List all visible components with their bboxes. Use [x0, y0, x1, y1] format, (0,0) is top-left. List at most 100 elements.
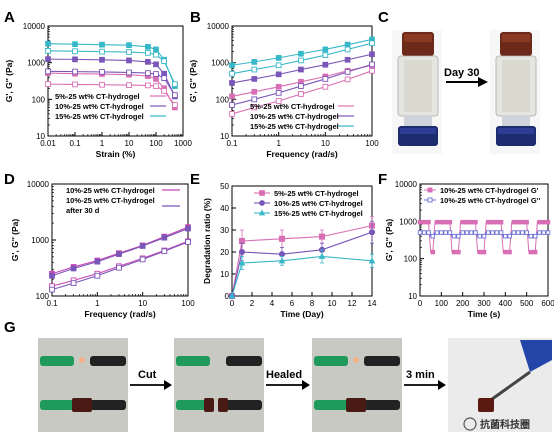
y-tick-label: 10 — [408, 292, 417, 301]
circuit-photo-3 — [312, 338, 402, 432]
chart-b-frequency-sweep: 0.1 1 10 100 10 100 1000 10000 Frequency (rad/s)… — [188, 22, 379, 159]
y-tick-label: 100 — [216, 95, 230, 104]
data-point — [139, 243, 146, 249]
x-axis-label: Frequency (rad/s) — [266, 149, 337, 159]
x-tick-label: 10 — [321, 139, 330, 148]
data-point — [507, 249, 512, 255]
data-point — [322, 52, 329, 59]
x-tick-label: 1 — [100, 139, 105, 148]
x-tick-label: 2 — [250, 299, 255, 308]
x-tick-label: 100 — [181, 299, 195, 308]
data-point — [532, 233, 538, 239]
data-point — [515, 230, 521, 235]
y-tick-label: 10 — [220, 270, 229, 279]
data-point — [524, 230, 529, 235]
data-point — [49, 272, 55, 279]
data-point — [70, 265, 77, 272]
data-point — [251, 66, 258, 73]
data-point — [94, 272, 101, 279]
circuit-photo-2 — [174, 338, 264, 432]
data-point — [520, 230, 525, 235]
x-tick-label: 0 — [230, 299, 235, 308]
cut-label: Cut — [138, 369, 157, 381]
data-point — [344, 76, 351, 83]
data-point — [126, 49, 132, 55]
data-point — [417, 230, 423, 235]
data-point — [318, 233, 326, 240]
data-point — [229, 102, 235, 108]
data-point — [172, 92, 178, 99]
data-point — [153, 76, 159, 82]
y-axis-label: G', G'' (Pa) — [10, 219, 20, 262]
data-point — [318, 252, 326, 259]
y-axis-label: G', G'' (Pa) — [4, 60, 14, 103]
data-point — [70, 280, 77, 286]
data-point — [72, 68, 78, 75]
legend-label: 5%-25 wt% CT-hydrogel — [250, 102, 335, 111]
data-point — [430, 249, 436, 255]
data-point — [238, 248, 246, 256]
data-point — [537, 230, 542, 235]
data-point — [468, 219, 474, 225]
watermark: 抗菌科技圈 — [463, 417, 530, 431]
data-point — [322, 61, 329, 68]
panel-label-f: F — [378, 171, 387, 188]
data-point — [498, 230, 504, 235]
plot-frame — [47, 25, 184, 137]
chart-e-degradation: 0 2 4 6 8 10 12 14 0 10 20 30 40 50 Time (Day) Degradat… — [202, 182, 377, 319]
data-point — [369, 51, 375, 58]
y-tick-label: 0 — [225, 292, 230, 301]
circuit-photo-1 — [38, 338, 128, 432]
wechat-icon — [463, 417, 477, 431]
data-point — [545, 219, 551, 225]
data-point — [116, 264, 122, 271]
data-point — [229, 111, 235, 117]
data-point — [532, 249, 538, 255]
x-axis-label: Frequency (rad/s) — [84, 309, 155, 319]
panel-label-b: B — [190, 9, 201, 26]
data-point — [486, 230, 491, 235]
x-tick-label: 12 — [348, 299, 357, 308]
data-point — [251, 96, 258, 103]
data-point — [456, 249, 461, 255]
data-point — [228, 292, 236, 299]
data-point — [369, 40, 375, 47]
chart-f-step-strain: 0 100 200 300 400 500 600 10 100 1000 10000 Time (s… — [384, 180, 554, 319]
data-point — [259, 190, 265, 196]
data-point — [322, 83, 329, 90]
x-tick-label: 10 — [138, 299, 147, 308]
data-point — [369, 67, 375, 74]
legend-label: 5%-25 wt% CT-hydrogel — [274, 189, 359, 198]
data-point — [503, 249, 508, 255]
data-point — [278, 257, 286, 264]
data-point — [275, 55, 282, 61]
arrow-3min: 3 min — [404, 369, 446, 390]
data-point — [460, 219, 465, 225]
data-point — [161, 234, 168, 241]
x-tick-label: 100 — [149, 139, 163, 148]
panel-label-c: C — [378, 9, 389, 26]
data-point — [503, 233, 508, 239]
data-point — [298, 66, 304, 73]
three-min-label: 3 min — [406, 369, 435, 381]
data-point — [464, 219, 470, 225]
data-point — [145, 70, 151, 76]
data-point — [481, 233, 487, 239]
data-point — [507, 233, 512, 239]
data-point — [153, 46, 159, 53]
data-point — [460, 230, 465, 235]
data-point — [443, 219, 448, 225]
y-tick-label: 50 — [220, 182, 229, 191]
chart-d-frequency-after-30d: 0.1 1 10 100 100 1000 10000 Frequency (rad/s) G'… — [10, 180, 195, 319]
data-point — [185, 239, 191, 245]
data-point — [528, 233, 534, 239]
data-point — [126, 42, 132, 49]
data-point — [520, 219, 525, 225]
x-tick-label: 0 — [418, 299, 423, 308]
data-point — [275, 90, 282, 96]
legend-label: after 30 d — [66, 206, 100, 215]
x-axis-label: Strain (%) — [96, 149, 136, 159]
x-tick-label: 1 — [276, 139, 281, 148]
data-point — [430, 233, 436, 239]
